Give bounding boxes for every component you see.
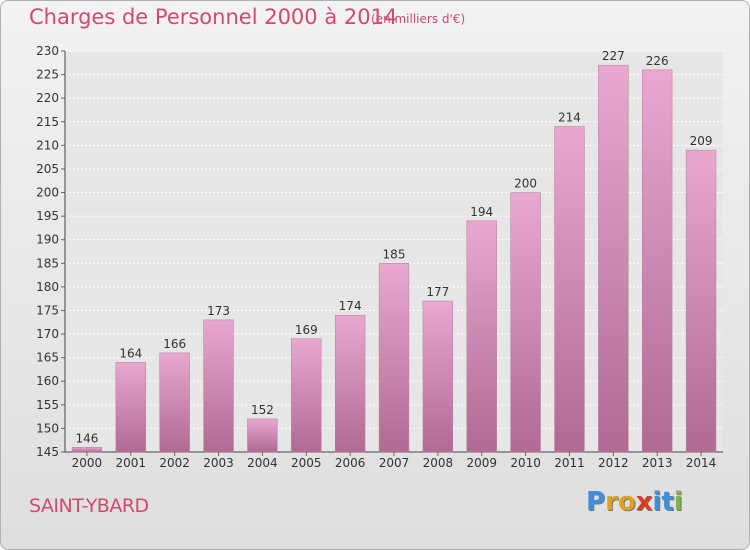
bar	[115, 362, 146, 453]
bar	[598, 64, 629, 453]
data-label: 173	[207, 304, 230, 318]
y-tick-label: 145	[36, 445, 59, 459]
proxiti-logo[interactable]: Proxiti	[586, 487, 683, 517]
y-tick-label: 165	[36, 351, 59, 365]
bar	[685, 149, 717, 453]
data-label: 164	[119, 346, 142, 360]
y-tick-label: 230	[36, 44, 59, 58]
bar	[510, 192, 541, 453]
logo-letter: x	[635, 487, 653, 517]
x-tick-label: 2002	[159, 456, 190, 470]
bar	[291, 338, 322, 453]
x-tick-label: 2004	[247, 456, 278, 470]
data-label: 200	[514, 177, 537, 191]
bar	[334, 314, 366, 453]
x-tick-label: 2006	[335, 456, 366, 470]
data-label: 227	[602, 49, 625, 63]
logo-letter: t	[661, 487, 674, 517]
logo-letter: o	[617, 487, 636, 517]
x-tick-label: 2008	[423, 456, 454, 470]
y-tick-label: 195	[36, 209, 59, 223]
bar	[554, 126, 585, 453]
bar	[422, 300, 454, 453]
bar	[466, 220, 497, 453]
data-label: 214	[558, 110, 581, 124]
bar	[642, 69, 673, 453]
data-label: 209	[690, 134, 713, 148]
y-tick-label: 225	[36, 68, 59, 82]
y-tick-label: 170	[36, 327, 59, 341]
y-tick-label: 160	[36, 374, 59, 388]
y-tick-label: 155	[36, 398, 59, 412]
data-label: 169	[295, 323, 318, 337]
bar	[159, 352, 190, 453]
data-label: 152	[251, 403, 274, 417]
y-tick-label: 200	[36, 186, 59, 200]
data-label: 185	[383, 247, 406, 261]
data-label: 146	[75, 431, 98, 445]
town-name: SAINT-YBARD	[29, 495, 149, 517]
x-tick-label: 2003	[203, 456, 234, 470]
x-tick-label: 2007	[379, 456, 410, 470]
x-tick-label: 2014	[686, 456, 717, 470]
x-tick-label: 2009	[466, 456, 497, 470]
data-label: 166	[163, 337, 186, 351]
x-tick-label: 2001	[116, 456, 147, 470]
logo-letter: i	[652, 487, 662, 517]
y-tick-label: 220	[36, 91, 59, 105]
data-label: 194	[470, 205, 493, 219]
y-tick-label: 190	[36, 233, 59, 247]
x-tick-label: 2013	[642, 456, 673, 470]
y-tick-label: 180	[36, 280, 59, 294]
y-tick-label: 205	[36, 162, 59, 176]
y-tick-label: 215	[36, 115, 59, 129]
y-tick-label: 210	[36, 138, 59, 152]
y-tick-label: 175	[36, 303, 59, 317]
data-label: 226	[646, 54, 669, 68]
y-tick-label: 185	[36, 256, 59, 270]
data-label: 174	[339, 299, 362, 313]
chart-subtitle: (en milliers d'€)	[371, 12, 466, 26]
logo-letter: P	[586, 487, 606, 517]
y-tick-label: 150	[36, 421, 59, 435]
x-tick-label: 2000	[72, 456, 103, 470]
logo-letter: i	[673, 487, 683, 517]
bar	[203, 319, 234, 453]
logo-letter: r	[605, 487, 618, 517]
x-tick-label: 2011	[554, 456, 585, 470]
bar	[378, 263, 410, 453]
data-label: 177	[426, 285, 449, 299]
x-tick-label: 2012	[598, 456, 629, 470]
x-tick-label: 2005	[291, 456, 322, 470]
bar	[71, 447, 103, 453]
x-tick-label: 2010	[510, 456, 541, 470]
bar	[247, 418, 278, 453]
chart-title: Charges de Personnel 2000 à 2014	[29, 5, 398, 29]
